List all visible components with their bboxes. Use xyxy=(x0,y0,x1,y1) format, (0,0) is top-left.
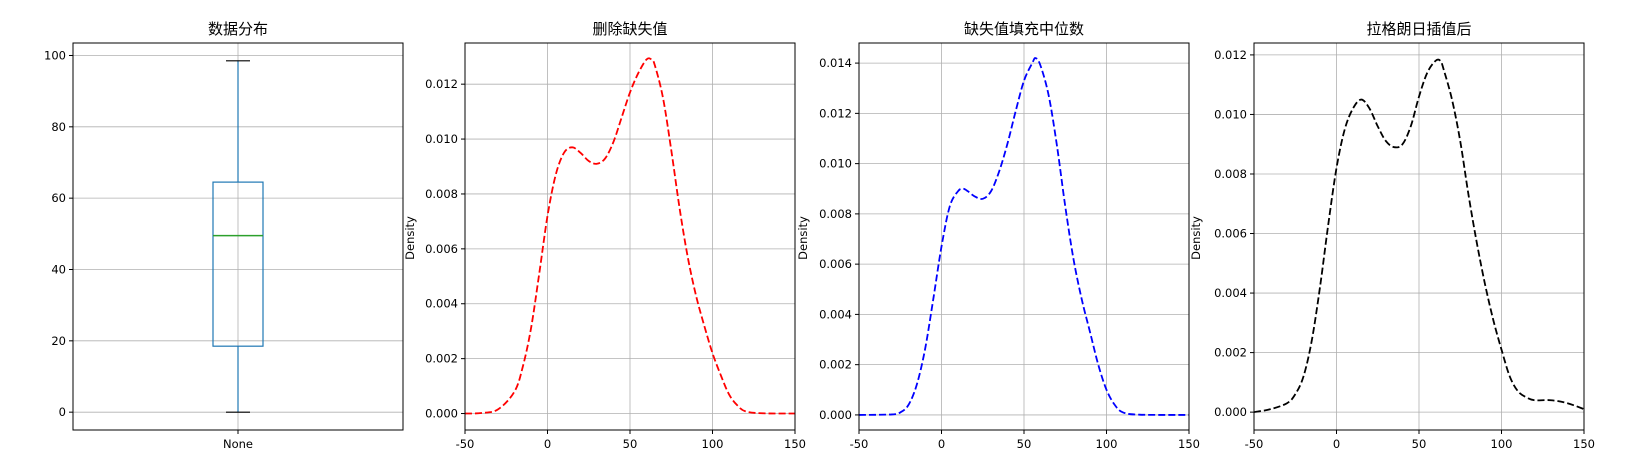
axis-ticks: 0.000 0.002 0.004 0.006 0.008 0.010 0.012 -50 0 5… xyxy=(1214,48,1595,451)
y-tick-label: 0 xyxy=(59,405,66,419)
y-tick-label: 0.012 xyxy=(1214,48,1247,62)
y-tick-label: 0.006 xyxy=(819,257,852,271)
x-tick-label: -50 xyxy=(456,437,475,451)
density-panel-median-fill: 缺失值填充中位数 0.0000.0020.0040.0060.0080.0100… xyxy=(796,20,1200,451)
y-tick-label: 0.006 xyxy=(1214,227,1247,241)
y-tick-label: 0.012 xyxy=(425,77,458,91)
density-line xyxy=(858,57,1190,416)
density-line xyxy=(464,57,796,415)
axis-ticks: 0 20 40 60 80 100 None xyxy=(44,48,253,451)
y-tick-label: 0.010 xyxy=(425,132,458,146)
grid xyxy=(464,43,796,430)
x-tick-label: 50 xyxy=(1412,437,1427,451)
y-tick-label: 0.014 xyxy=(819,56,852,70)
x-tick-label: 50 xyxy=(1017,437,1032,451)
y-axis-label: Density xyxy=(796,216,810,260)
density-curve xyxy=(858,57,1190,416)
y-axis-label: Density xyxy=(1189,216,1203,260)
x-tick-label: 150 xyxy=(1573,437,1595,451)
panel-title: 数据分布 xyxy=(208,20,268,38)
x-tick-label: None xyxy=(223,437,253,451)
y-tick-label: 0.004 xyxy=(819,307,852,321)
x-tick-label: 0 xyxy=(544,437,551,451)
x-tick-label: 100 xyxy=(1096,437,1118,451)
y-tick-label: 0.002 xyxy=(425,352,458,366)
y-tick-label: 0.004 xyxy=(425,297,458,311)
y-tick-label: 20 xyxy=(51,334,66,348)
y-tick-label: 0.010 xyxy=(819,157,852,171)
y-tick-label: 0.008 xyxy=(1214,167,1247,181)
y-tick-label: 0.002 xyxy=(819,358,852,372)
x-tick-label: 150 xyxy=(784,437,806,451)
panel-title: 删除缺失值 xyxy=(592,20,667,38)
x-tick-label: 0 xyxy=(938,437,945,451)
density-panel-lagrange: 拉格朗日插值后 0.0000.0020.0040.0060.0080.0100.… xyxy=(1189,20,1595,451)
iqr-box xyxy=(212,181,264,347)
y-tick-label: 0.008 xyxy=(819,207,852,221)
x-tick-label: -50 xyxy=(1245,437,1264,451)
panel-title: 缺失值填充中位数 xyxy=(964,20,1084,38)
panel-title: 拉格朗日插值后 xyxy=(1366,20,1471,38)
y-axis-label: Density xyxy=(403,216,417,260)
density-curve xyxy=(1253,58,1585,414)
axis-ticks: 0.000 0.002 0.004 0.006 0.008 0.010 0.012 0.014… xyxy=(819,56,1200,451)
x-tick-label: -50 xyxy=(850,437,869,451)
boxplot-marks xyxy=(212,60,264,413)
y-tick-label: 0.000 xyxy=(819,408,852,422)
y-tick-label: 60 xyxy=(51,191,66,205)
y-tick-label: 0.002 xyxy=(1214,346,1247,360)
grid xyxy=(858,43,1190,430)
y-tick-label: 0.000 xyxy=(1214,405,1247,419)
y-tick-label: 0.008 xyxy=(425,187,458,201)
density-curve xyxy=(464,57,796,415)
boxplot-panel: 数据分布 0 20 40 60 80 100 None xyxy=(44,20,404,451)
x-tick-label: 0 xyxy=(1333,437,1340,451)
y-tick-label: 0.000 xyxy=(425,407,458,421)
y-tick-label: 80 xyxy=(51,120,66,134)
density-line xyxy=(1253,58,1585,414)
axis-ticks: 0.000 0.002 0.004 0.006 0.008 0.010 0.012 -50 0 5… xyxy=(425,77,806,451)
y-tick-label: 40 xyxy=(51,262,66,276)
y-tick-label: 0.012 xyxy=(819,106,852,120)
y-tick-label: 0.006 xyxy=(425,242,458,256)
y-tick-label: 100 xyxy=(44,48,66,62)
y-tick-label: 0.010 xyxy=(1214,107,1247,121)
x-tick-label: 150 xyxy=(1178,437,1200,451)
x-tick-label: 100 xyxy=(1491,437,1513,451)
density-panel-drop-missing: 删除缺失值 0.000 0.002 0.004 0.006 0.008 0.010 0.01… xyxy=(403,20,806,451)
grid xyxy=(1253,43,1585,430)
y-tick-label: 0.004 xyxy=(1214,286,1247,300)
x-tick-label: 100 xyxy=(702,437,724,451)
x-tick-label: 50 xyxy=(623,437,638,451)
